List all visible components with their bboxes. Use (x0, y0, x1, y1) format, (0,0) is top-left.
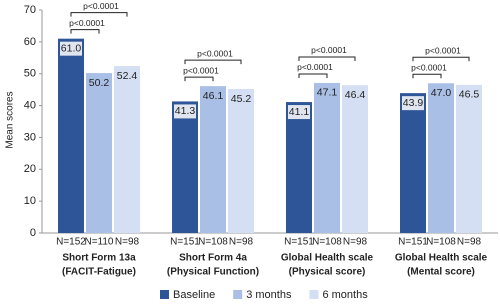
significance-bracket (412, 73, 442, 79)
bar (172, 101, 198, 234)
x-tick-label: (Physical Function) (167, 267, 259, 278)
y-tick-label: 70 (24, 4, 36, 16)
legend-swatch (309, 290, 319, 299)
value-label-box (288, 105, 310, 120)
bar (456, 84, 482, 233)
p-value: p<0.0001 (297, 62, 333, 72)
p-value: p<0.0001 (69, 18, 105, 28)
n-label: N=151 (170, 237, 200, 248)
x-tick-label: Short Form 4a (179, 253, 247, 264)
bar (228, 89, 254, 234)
legend-label: 3 months (246, 289, 292, 301)
y-tick-label: 0 (30, 227, 36, 239)
significance-bracket (298, 73, 328, 78)
x-tick-label: (FACIT-Fatigue) (62, 267, 136, 278)
n-label: N=151 (398, 237, 428, 248)
value-label-box (402, 96, 424, 111)
significance-bracket (298, 56, 356, 61)
value-label: 47.1 (317, 87, 338, 99)
n-label: N=98 (457, 237, 482, 248)
p-value: p<0.0001 (197, 48, 233, 58)
p-value: p<0.0001 (425, 46, 461, 56)
p-value: p<0.0001 (83, 1, 119, 11)
x-tick-label: (Physical score) (289, 267, 366, 278)
significance-bracket (412, 56, 470, 62)
x-tick-label: (Mental score) (407, 267, 475, 278)
y-tick-label: 50 (24, 68, 36, 80)
x-tick-label: Short Form 13a (62, 253, 136, 264)
y-tick-label: 60 (24, 36, 36, 48)
y-axis-label: Mean scores (5, 91, 16, 148)
x-tick-label: Global Health scale (281, 253, 374, 264)
n-label: N=151 (284, 237, 314, 248)
significance-bracket (184, 59, 242, 65)
n-label: N=108 (426, 237, 456, 248)
value-label: 41.3 (175, 105, 196, 117)
value-label-box (174, 104, 196, 119)
value-label: 43.9 (403, 97, 424, 109)
value-label: 45.2 (231, 93, 252, 105)
bar (342, 85, 368, 233)
value-label: 47.0 (431, 87, 452, 99)
x-tick-label: Global Health scale (395, 253, 488, 264)
y-tick-label: 10 (24, 195, 36, 207)
n-label: N=110 (84, 237, 113, 248)
p-value: p<0.0001 (311, 45, 347, 55)
value-label: 41.1 (289, 106, 310, 118)
bar (286, 102, 312, 234)
significance-bracket (70, 29, 100, 34)
p-value: p<0.0001 (411, 63, 447, 73)
bar (200, 86, 226, 233)
y-tick-label: 40 (24, 99, 36, 111)
value-label: 46.1 (203, 90, 224, 102)
bar (400, 93, 426, 233)
bar (114, 66, 140, 233)
legend-swatch (160, 290, 169, 299)
n-label: N=98 (115, 237, 140, 248)
n-label: N=108 (312, 237, 342, 248)
value-label: 61.0 (61, 42, 82, 54)
n-label: N=152 (56, 237, 86, 248)
bar (314, 82, 340, 234)
bar (86, 73, 112, 233)
n-label: N=108 (198, 237, 228, 248)
legend-swatch (233, 290, 243, 299)
value-label: 46.4 (345, 89, 366, 101)
p-value: p<0.0001 (183, 65, 219, 75)
value-label: 52.4 (117, 70, 138, 82)
legend-label: Baseline (173, 289, 215, 301)
n-label: N=98 (343, 237, 368, 248)
y-tick-label: 20 (24, 163, 36, 175)
value-label: 46.5 (459, 89, 480, 101)
value-label: 50.2 (89, 77, 110, 89)
significance-bracket (70, 12, 128, 17)
value-label-box (60, 41, 82, 56)
significance-bracket (184, 76, 214, 82)
n-label: N=98 (229, 237, 254, 248)
bar (58, 38, 84, 233)
y-tick-label: 30 (24, 131, 36, 143)
legend-label: 6 months (322, 289, 368, 301)
bar (428, 83, 454, 234)
